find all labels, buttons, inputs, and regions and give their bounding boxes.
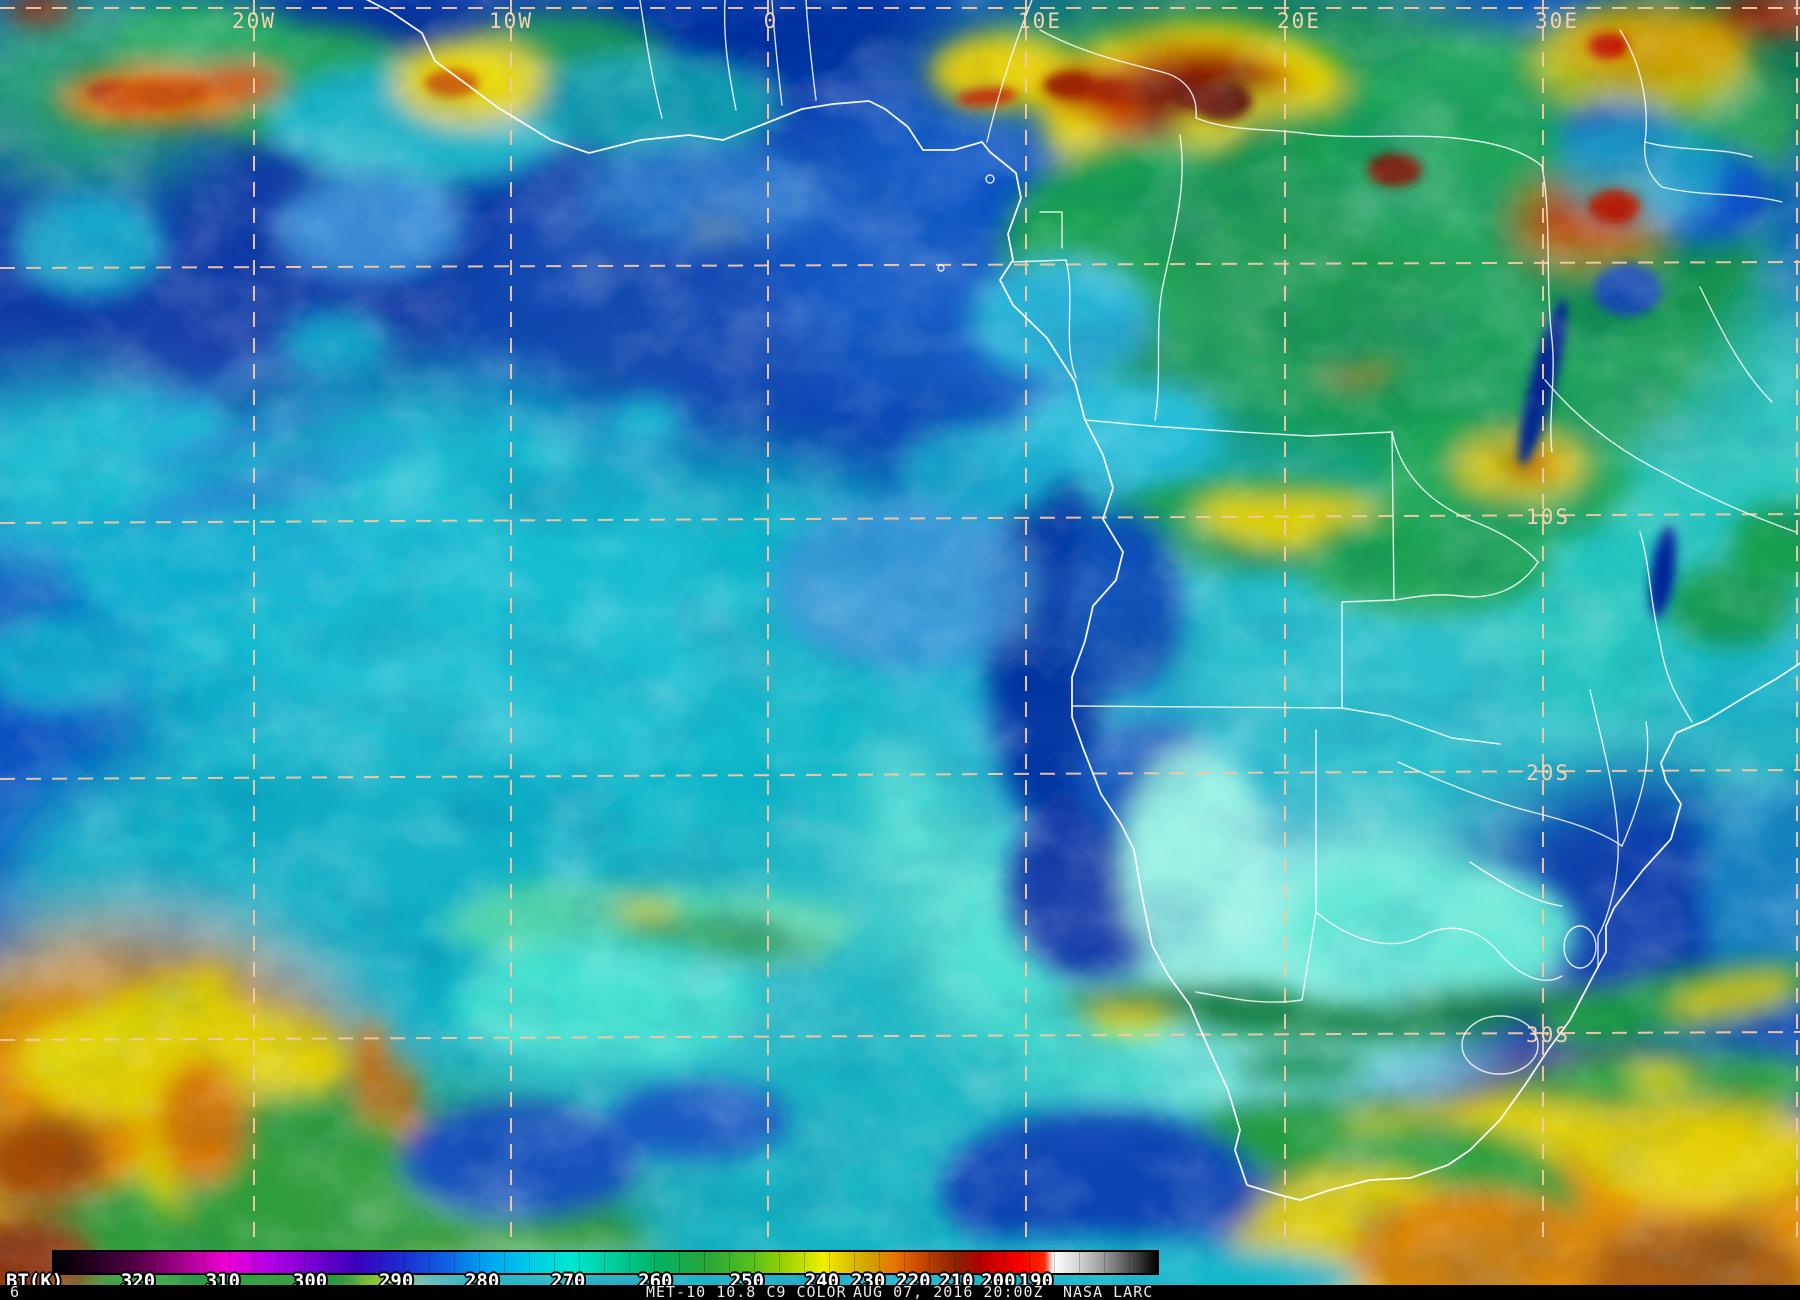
gridline-10s [0,513,1800,524]
latlon-grid [0,0,1800,1246]
country-borders [639,0,1797,1075]
lat-label-10s: 10S [1526,505,1570,529]
lon-label-10w: 10W [489,9,533,33]
timestamp-label: AUG 07, 2016 20:00Z [853,1283,1044,1300]
lon-label-0: 0 [764,9,779,33]
bioko-island [985,174,995,184]
frame-number: 6 [10,1283,21,1300]
coastline-layer [365,0,1800,1201]
lon-label-20w: 20W [232,9,276,33]
lesotho-border [1461,1015,1539,1075]
swaziland-border [1563,925,1597,969]
colorbar-ticks: 320 310 300 290 280 270 260 250 240 230 … [52,1270,1155,1292]
colorbar-steps [54,1252,1157,1273]
lon-label-30e: 30E [1535,9,1579,33]
credit-label: NASA LARC [1063,1283,1154,1300]
gridline-30s [0,1031,1800,1041]
lon-label-20e: 20E [1277,9,1321,33]
lat-label-20s: 20S [1526,761,1570,785]
annotation-band: 6 MET-10 10.8 C9 COLOR AUG 07, 2016 20:0… [0,1285,1800,1300]
lat-label-30s: 30S [1526,1023,1570,1047]
africa-coastline [365,0,1800,1201]
principe-island [937,264,945,272]
colorbar-gradient [54,1252,1157,1273]
product-label: MET-10 10.8 C9 COLOR [646,1283,847,1300]
gridline-equator [0,261,1800,269]
grid-labels: 20W 10W 0 10E 20E 30E 10S 20S 30S [232,9,1579,1047]
lon-label-10e: 10E [1018,9,1062,33]
gridline-20s [0,769,1800,780]
colorbar [52,1250,1159,1275]
